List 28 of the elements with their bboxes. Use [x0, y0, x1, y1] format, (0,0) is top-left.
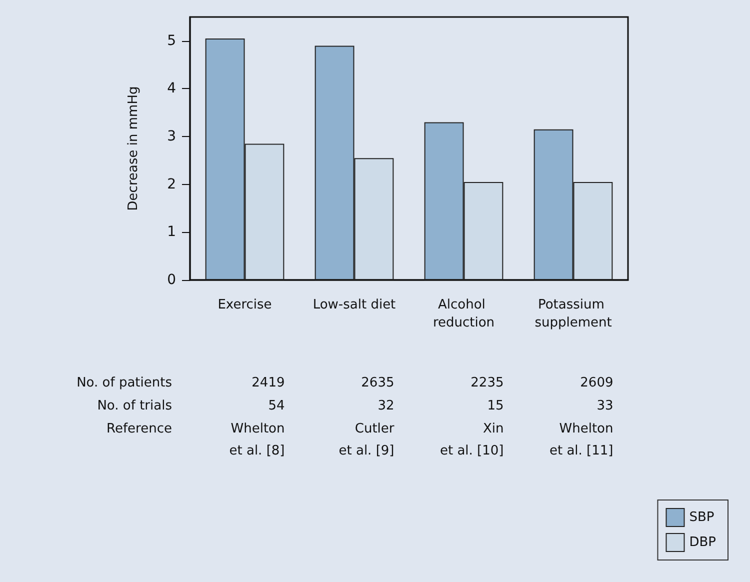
text: 15 — [487, 398, 504, 414]
y-tick-label: 5 — [167, 32, 176, 49]
y-tick-label: 2 — [167, 176, 176, 192]
y-tick-label: 1 — [167, 224, 176, 240]
y-axis-title: Decrease in mmHg — [126, 86, 141, 211]
x-tick-label: Alcohol reduction — [432, 298, 495, 330]
text: 33 — [596, 398, 614, 414]
text: Cutler et al. [9] — [338, 422, 395, 458]
text: 2635 — [361, 376, 394, 390]
legend-label: SBP — [689, 510, 714, 525]
x-tick-label: Potassium supplement — [534, 298, 612, 330]
text: 2235 — [470, 376, 504, 390]
text: Whelton et al. [8] — [229, 422, 285, 458]
text: 32 — [378, 398, 394, 414]
y-tick-label: 3 — [167, 128, 176, 145]
x-tick-label: Low-salt diet — [312, 298, 396, 312]
text: No. of patients — [76, 376, 172, 390]
text: No. of trials — [97, 398, 172, 414]
text: Whelton et al. [11] — [549, 422, 614, 458]
text: 2609 — [580, 376, 614, 390]
text: Reference — [106, 422, 172, 436]
legend-label: DBP — [689, 535, 716, 550]
y-tick-label: 0 — [167, 272, 176, 288]
text: Xin et al. [10] — [440, 422, 504, 458]
text: 2419 — [252, 376, 285, 390]
y-tick-label: 4 — [167, 80, 176, 97]
x-tick-label: Exercise — [218, 298, 272, 312]
text: 54 — [268, 398, 285, 414]
